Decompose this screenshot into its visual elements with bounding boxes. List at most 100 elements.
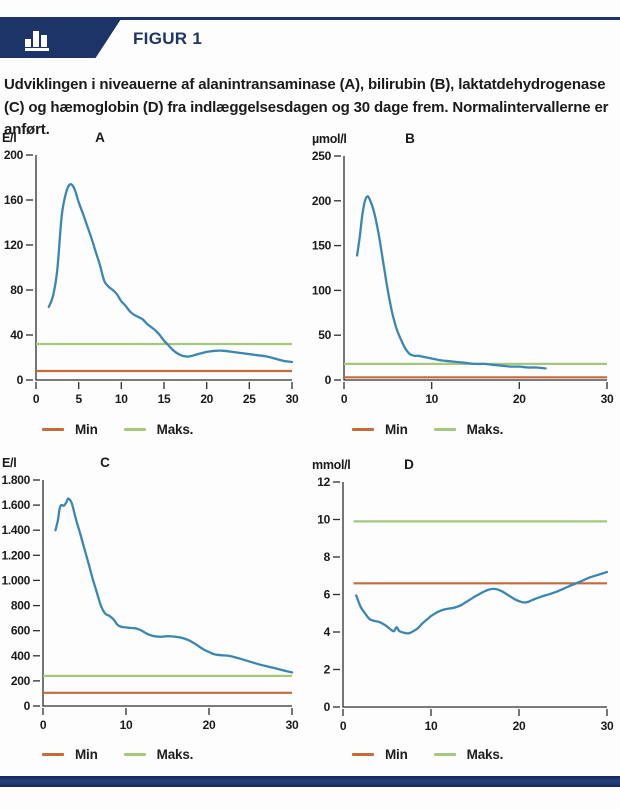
y-tick-label: 1.400	[1, 523, 30, 537]
chart-title: B	[405, 131, 415, 146]
figure-header-tab	[0, 19, 121, 58]
x-tick-label: 0	[33, 392, 40, 406]
y-tick-label: 600	[11, 624, 31, 638]
y-axis-unit-label: E/l	[2, 131, 16, 145]
x-tick-label: 25	[243, 392, 256, 406]
maks-legend-label: Maks.	[466, 746, 504, 762]
x-tick-label: 30	[286, 718, 299, 732]
x-tick-label: 0	[40, 718, 47, 732]
maks-line-swatch	[123, 427, 146, 431]
x-tick-label: 0	[341, 392, 348, 406]
series-line-bilirubin	[355, 195, 547, 370]
min-legend-label: Min	[75, 421, 98, 437]
maks-legend-label: Maks.	[156, 421, 194, 437]
y-tick-label: 4	[324, 625, 331, 639]
min-line-swatch	[352, 427, 374, 431]
maks-line-swatch	[433, 427, 456, 431]
y-tick-label: 0	[24, 699, 31, 713]
y-tick-label: 120	[4, 238, 24, 252]
y-tick-label: 10	[317, 513, 330, 527]
chart-bilirubin-canvas: µmol/l B 0 50 100 150 200 250 0 10 20 30	[312, 131, 614, 406]
axes	[342, 482, 607, 708]
chart-title: A	[95, 130, 105, 145]
axes	[35, 155, 292, 381]
chart-bilirubin-panel: µmol/l B 0 50 100 150 200 250 0 10 20 30 Min Maks.	[310, 125, 620, 440]
y-tick-label: 8	[324, 550, 331, 564]
series-line-laktatdehydrogenase	[54, 497, 294, 674]
y-axis-unit-label: E/l	[2, 456, 16, 470]
bottom-rule	[0, 776, 620, 787]
top-rule	[0, 17, 620, 20]
axes	[42, 480, 292, 707]
x-tick-label: 10	[115, 392, 128, 406]
x-tick-label: 15	[158, 392, 171, 406]
x-tick-label: 10	[425, 719, 438, 733]
y-tick-label: 0	[324, 700, 331, 714]
chart-ldh-panel: E/l C 0 200 400 600 800 1.000 1.200 1.400 1.600 1.8…	[0, 440, 310, 765]
y-tick-label: 40	[10, 328, 23, 342]
y-tick-label: 100	[312, 283, 332, 297]
min-legend-label: Min	[385, 746, 408, 762]
chart-hgb-canvas: mmol/l D 0 2 4 6 8 10 12 0 10 20 30	[312, 457, 614, 733]
bar-chart-icon	[25, 30, 49, 51]
y-tick-label: 400	[11, 649, 31, 663]
y-tick-label: 0	[17, 373, 24, 387]
axes	[343, 156, 607, 381]
chart-title: D	[404, 457, 414, 472]
y-tick-label: 1.800	[1, 473, 30, 487]
chart-alt-legend: Min Maks.	[42, 418, 310, 440]
chart-hgb-legend: Min Maks.	[352, 743, 620, 765]
x-tick-label: 10	[425, 392, 438, 406]
series-line-hæmoglobin	[355, 570, 609, 635]
y-tick-label: 2	[324, 663, 331, 677]
maks-legend-label: Maks.	[466, 421, 504, 437]
x-tick-label: 30	[601, 392, 614, 406]
y-tick-label: 50	[318, 328, 331, 342]
y-tick-label: 0	[325, 373, 332, 387]
y-tick-label: 6	[324, 588, 331, 602]
y-tick-label: 160	[4, 193, 24, 207]
min-line-swatch	[352, 752, 374, 756]
chart-alt-panel: E/l A 0 40 80 120 160 200 0 5 10 15 20 25 30 Min Maks.	[0, 125, 310, 440]
x-tick-label: 5	[76, 392, 83, 406]
chart-ldh-legend: Min Maks.	[42, 743, 310, 765]
y-tick-label: 150	[312, 239, 332, 253]
min-legend-label: Min	[385, 421, 408, 437]
maks-line-swatch	[123, 752, 146, 756]
x-tick-label: 30	[601, 719, 614, 733]
y-tick-label: 80	[10, 283, 23, 297]
min-legend-label: Min	[75, 746, 98, 762]
y-tick-label: 800	[11, 599, 31, 613]
y-tick-label: 250	[312, 149, 332, 163]
x-tick-label: 10	[120, 718, 133, 732]
x-tick-label: 30	[286, 392, 299, 406]
x-tick-label: 20	[203, 718, 216, 732]
chart-alt-canvas: E/l A 0 40 80 120 160 200 0 5 10 15 20 25 30	[2, 130, 299, 406]
y-tick-label: 1.000	[1, 573, 30, 587]
x-tick-label: 0	[340, 719, 347, 733]
y-axis-unit-label: mmol/l	[312, 458, 350, 472]
y-tick-label: 200	[312, 194, 332, 208]
y-tick-label: 200	[4, 148, 24, 162]
figure-title: FIGUR 1	[133, 29, 203, 48]
x-tick-label: 20	[200, 392, 213, 406]
min-line-swatch	[42, 427, 64, 431]
figure-caption: Udviklingen i niveauerne af alanintransa…	[4, 76, 609, 138]
chart-hgb-panel: mmol/l D 0 2 4 6 8 10 12 0 10 20 30 Min Maks.	[310, 440, 620, 765]
chart-title: C	[100, 455, 110, 470]
min-line-swatch	[42, 752, 64, 756]
series-line-alanintransaminase	[47, 183, 294, 364]
x-tick-label: 20	[513, 719, 526, 733]
chart-bilirubin-legend: Min Maks.	[352, 418, 620, 440]
maks-line-swatch	[433, 752, 456, 756]
maks-legend-label: Maks.	[156, 746, 194, 762]
y-tick-label: 12	[317, 475, 330, 489]
charts-grid: E/l A 0 40 80 120 160 200 0 5 10 15 20 25 30 Min Maks.…	[0, 125, 620, 765]
y-tick-label: 1.600	[1, 498, 30, 512]
y-tick-label: 200	[11, 674, 31, 688]
x-tick-label: 20	[513, 392, 526, 406]
y-axis-unit-label: µmol/l	[312, 132, 347, 146]
chart-ldh-canvas: E/l C02004006008001.0001.2001.4001.6001.8…	[1, 455, 299, 732]
y-tick-label: 1.200	[1, 548, 30, 562]
